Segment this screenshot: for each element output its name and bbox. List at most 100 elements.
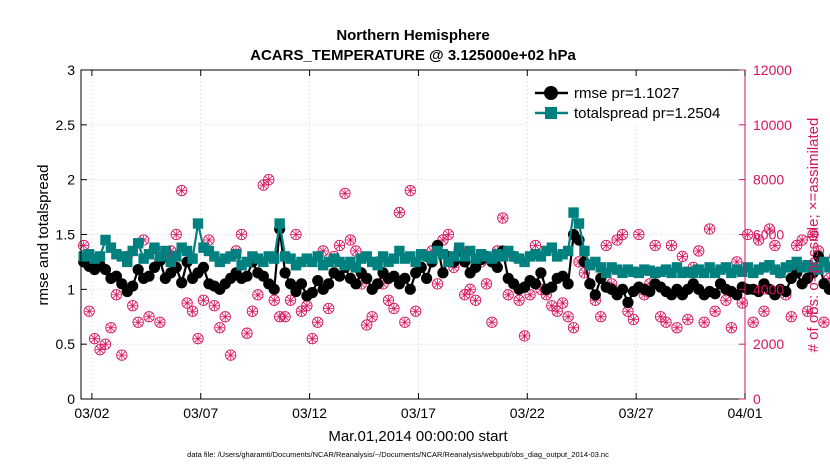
obs-assimilated-marker (694, 246, 704, 256)
totalspread-point (230, 249, 242, 260)
rmse-point (132, 263, 144, 276)
totalspread-point (747, 267, 759, 279)
obs-possible-marker (578, 267, 591, 279)
totalspread-point (220, 253, 231, 264)
obs-possible-marker (110, 289, 123, 301)
y-left-tick-label: 0 (67, 391, 75, 407)
obs-possible-marker (312, 316, 324, 328)
obs-possible-marker (752, 234, 765, 246)
obs-assimilated-marker (411, 306, 421, 316)
totalspread-point (666, 267, 677, 279)
obs-possible-marker (388, 302, 400, 315)
obs-assimilated-marker (808, 229, 818, 240)
obs-possible-marker (736, 297, 748, 309)
totalspread-point (780, 262, 792, 273)
obs-assimilated-marker (394, 207, 404, 218)
obs-possible-marker (665, 239, 678, 252)
obs-possible-marker (78, 239, 90, 252)
obs-possible-marker (344, 234, 357, 246)
totalspread-point (644, 265, 655, 276)
x-tick-label: 03/02 (74, 405, 109, 421)
obs-assimilated-marker (198, 295, 209, 305)
obs-possible-marker (513, 294, 525, 306)
totalspread-point (720, 262, 732, 273)
rmse-point (176, 277, 188, 289)
totalspread-point (704, 262, 715, 273)
obs-possible-marker (235, 228, 248, 241)
obs-possible-marker (703, 223, 716, 235)
totalspread-point (562, 245, 574, 257)
obs-assimilated-marker (672, 323, 682, 333)
obs-assimilated-marker (786, 312, 796, 322)
obs-possible-marker (502, 289, 514, 301)
rmse-point (99, 263, 112, 276)
totalspread-point (807, 262, 819, 273)
obs-assimilated-marker (182, 298, 192, 308)
obs-assimilated-marker (498, 213, 508, 223)
axes: 03/02 03/07 03/12 03/17 03/22 03/27 04/0100.51… (56, 62, 793, 421)
totalspread-point (274, 218, 285, 229)
totalspread-point (269, 253, 280, 264)
obs-possible-marker (214, 322, 226, 334)
obs-assimilated-marker (628, 314, 639, 325)
obs-possible-marker (350, 245, 362, 257)
obs-possible-marker (404, 184, 416, 197)
obs-assimilated-marker (400, 317, 410, 327)
obs-possible-marker (801, 305, 814, 317)
obs-assimilated-marker (759, 306, 769, 316)
totalspread-point (290, 260, 302, 271)
obs-possible-marker (154, 316, 166, 328)
totalspread-point (339, 260, 351, 271)
obs-possible-marker (720, 294, 732, 306)
obs-possible-marker (796, 234, 808, 246)
obs-assimilated-marker (90, 334, 100, 344)
totalspread-point (470, 253, 481, 264)
obs-possible-marker (203, 234, 215, 246)
obs-possible-marker (317, 245, 329, 257)
totalspread-point (83, 249, 95, 260)
totalspread-point (541, 245, 552, 257)
totalspread-point (89, 253, 100, 264)
totalspread-point (394, 245, 405, 257)
obs-assimilated-marker (519, 331, 530, 341)
totalspread-point (552, 251, 563, 262)
obs-possible-marker (88, 333, 101, 345)
obs-possible-marker (747, 316, 759, 328)
totalspread-point (677, 267, 688, 279)
totalspread-point (617, 267, 628, 279)
obs-assimilated-marker (383, 295, 394, 305)
rmse-point (535, 267, 547, 279)
obs-possible-marker (518, 330, 531, 342)
obs-assimilated-marker (111, 290, 121, 300)
obs-assimilated-marker (144, 312, 154, 322)
rmse-point (399, 272, 411, 284)
rmse-point (823, 283, 830, 295)
totalspread-point (655, 266, 666, 277)
obs-assimilated-marker (601, 240, 611, 251)
obs-assimilated-marker (699, 317, 709, 327)
totalspread-point (595, 262, 606, 273)
totalspread-point (524, 251, 536, 262)
totalspread-point (285, 253, 296, 264)
obs-assimilated-marker (193, 334, 203, 344)
totalspread-point (176, 242, 187, 253)
obs-assimilated-marker (802, 306, 813, 316)
obs-assimilated-marker (242, 328, 252, 338)
rmse-point (584, 278, 596, 290)
totalspread-point (753, 264, 764, 275)
x-tick-label: 03/17 (401, 405, 436, 421)
totalspread-point (138, 253, 149, 264)
totalspread-point (671, 262, 683, 273)
obs-possible-marker (105, 322, 117, 334)
legend-label-totalspread: totalspread pr=1.2504 (574, 105, 720, 122)
totalspread-point (356, 253, 367, 264)
rmse-point (404, 283, 416, 295)
obs-possible-marker (431, 278, 444, 290)
obs-assimilated-marker (552, 306, 562, 316)
obs-assimilated-marker (797, 235, 807, 245)
obs-assimilated-marker (563, 312, 573, 322)
obs-possible-marker (192, 333, 204, 345)
obs-assimilated-marker (470, 295, 481, 305)
rmse-point (333, 270, 346, 282)
